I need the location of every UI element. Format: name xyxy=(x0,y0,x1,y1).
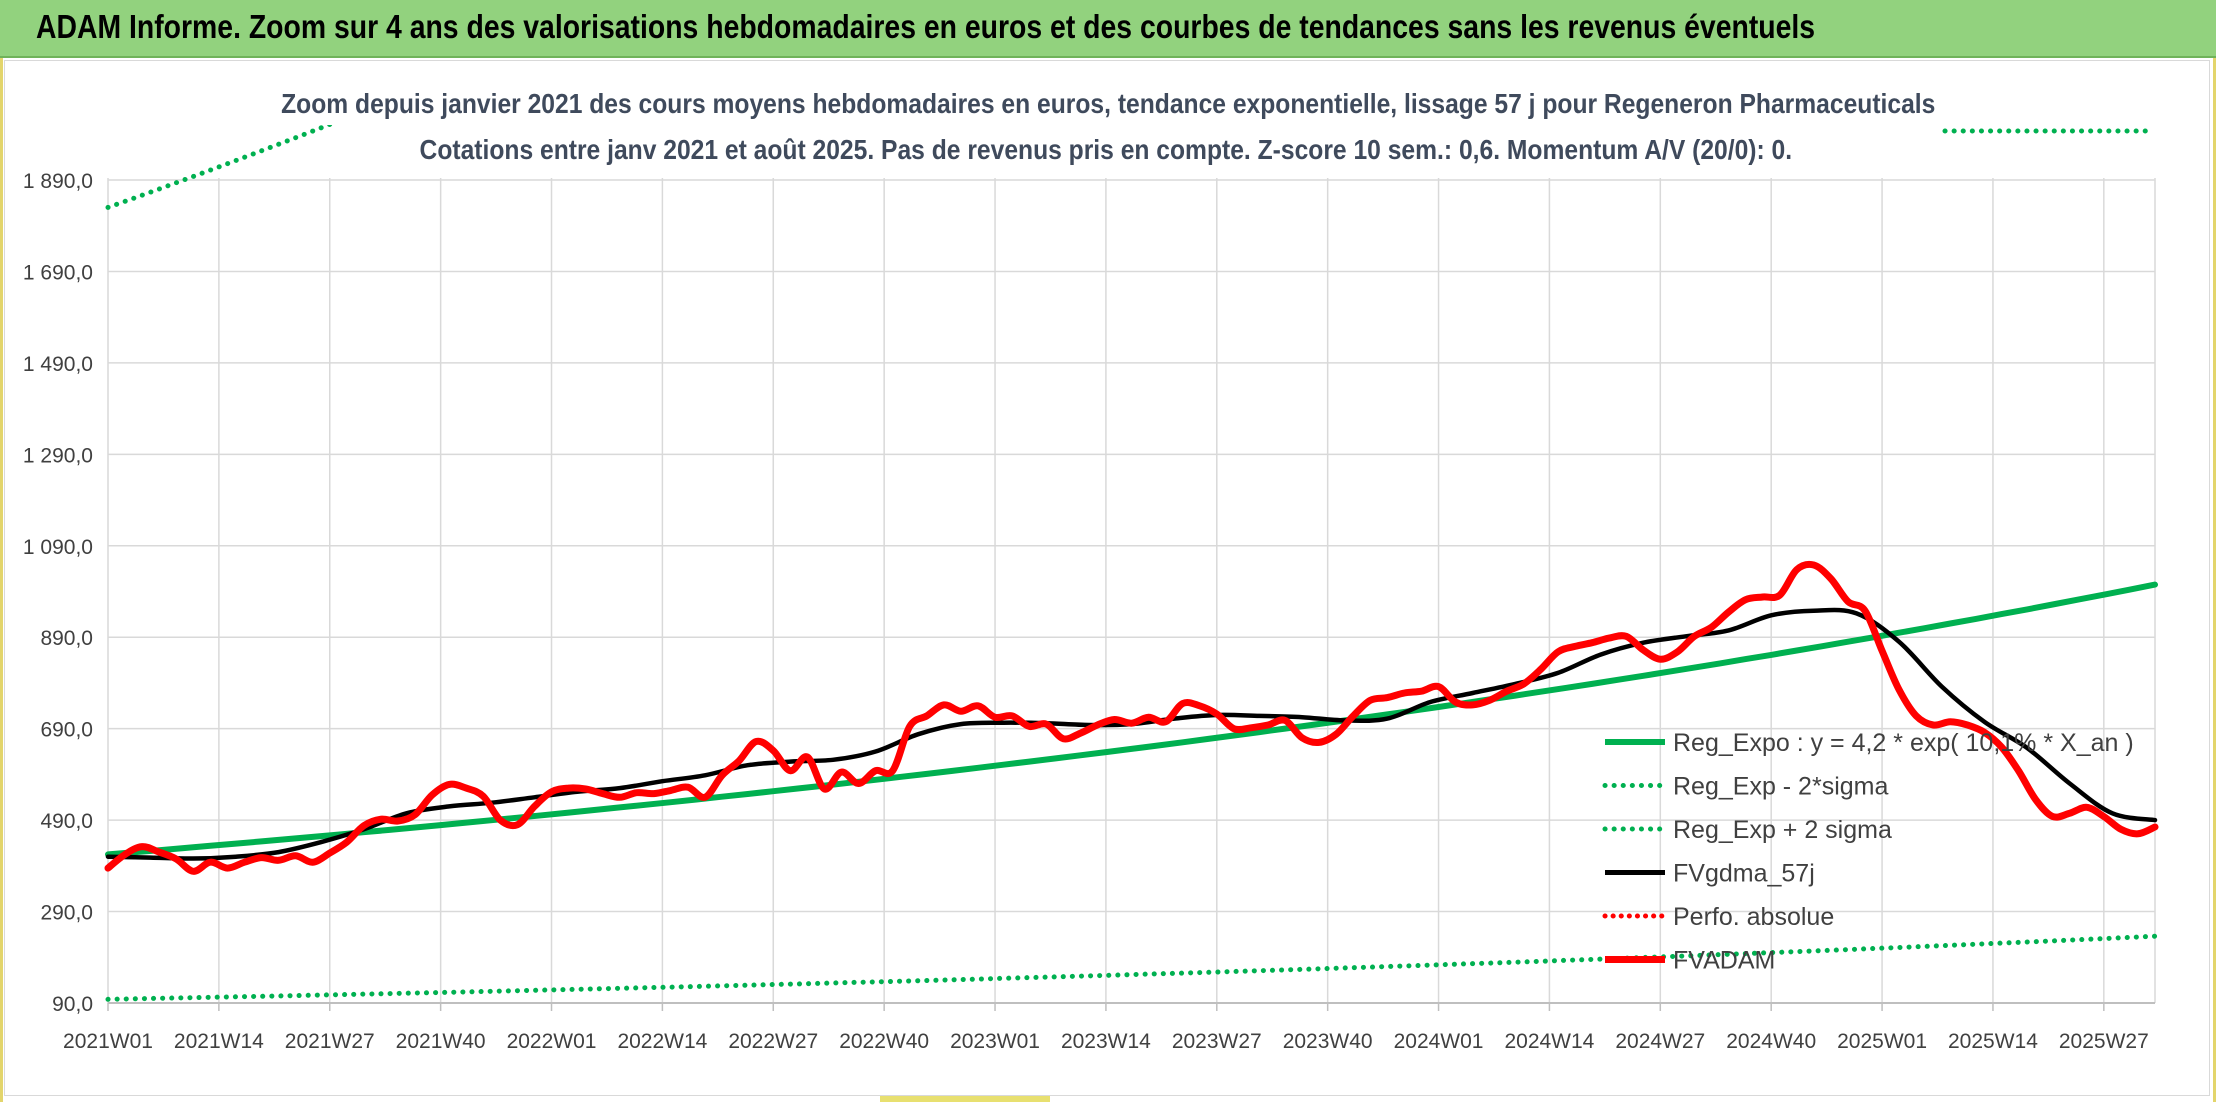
x-tick-label: 2025W14 xyxy=(1948,1030,2038,1053)
x-tick-label: 2023W01 xyxy=(950,1030,1040,1053)
legend-label: Reg_Exp - 2*sigma xyxy=(1673,773,1888,801)
y-tick-label: 90,0 xyxy=(52,993,93,1016)
series-reg-expo xyxy=(105,581,2158,858)
right-accent xyxy=(2213,58,2216,1102)
x-tick-label: 2021W01 xyxy=(63,1030,153,1053)
report-banner: ADAM Informe. Zoom sur 4 ans des valoris… xyxy=(0,0,2216,58)
legend-label: Reg_Exp + 2 sigma xyxy=(1673,816,1892,844)
x-tick-label: 2025W01 xyxy=(1837,1030,1927,1053)
y-tick-label: 1 290,0 xyxy=(23,444,93,467)
legend-label: Reg_Expo : y = 4,2 * exp( 10,1% * X_an ) xyxy=(1673,729,2134,757)
y-tick-label: 690,0 xyxy=(40,719,93,742)
chart-title: Zoom depuis janvier 2021 des cours moyen… xyxy=(281,88,1936,119)
y-tick-label: 1 490,0 xyxy=(23,353,93,376)
x-tick-label: 2021W40 xyxy=(396,1030,486,1053)
x-tick-label: 2023W14 xyxy=(1061,1030,1151,1053)
chart-frame xyxy=(4,60,2210,1096)
legend-label: FVADAM xyxy=(1673,947,1775,975)
x-tick-label: 2021W14 xyxy=(174,1030,264,1053)
x-tick-label: 2024W40 xyxy=(1726,1030,1816,1053)
x-tick-label: 2025W27 xyxy=(2059,1030,2149,1053)
report-title: ADAM Informe. Zoom sur 4 ans des valoris… xyxy=(36,8,1816,45)
y-tick-label: 1 890,0 xyxy=(23,170,93,193)
left-accent xyxy=(0,58,3,1102)
x-axis-ticks: 2021W01 2021W14 2021W27 2021W40 2022W01 2022W… xyxy=(63,1030,2149,1053)
series-fvadam xyxy=(104,560,2159,875)
x-tick-label: 2024W14 xyxy=(1504,1030,1594,1053)
x-tick-label: 2022W01 xyxy=(507,1030,597,1053)
chart-subtitle: Cotations entre janv 2021 et août 2025. … xyxy=(419,134,1793,165)
x-tick-label: 2024W01 xyxy=(1394,1030,1484,1053)
x-tick-label: 2022W27 xyxy=(728,1030,818,1053)
y-axis-ticks: 90,0 290,0 490,0 690,0 890,0 1 090,0 1 290,0 1 … xyxy=(23,170,93,1016)
bottom-accent xyxy=(880,1096,1050,1102)
x-tick-label: 2022W40 xyxy=(839,1030,929,1053)
y-tick-label: 490,0 xyxy=(40,810,93,833)
y-tick-label: 1 690,0 xyxy=(23,261,93,284)
y-tick-label: 890,0 xyxy=(40,627,93,650)
x-tick-label: 2023W27 xyxy=(1172,1030,1262,1053)
y-tick-label: 1 090,0 xyxy=(23,536,93,559)
x-tick-label: 2022W14 xyxy=(617,1030,707,1053)
x-tick-label: 2021W27 xyxy=(285,1030,375,1053)
series-layer xyxy=(104,125,2159,1002)
legend: Reg_Expo : y = 4,2 * exp( 10,1% * X_an )… xyxy=(1602,729,2134,975)
series-reg-minus-2sigma xyxy=(105,933,2158,1002)
legend-label: Perfo. absolue xyxy=(1673,903,1834,931)
y-tick-label: 290,0 xyxy=(40,902,93,925)
x-tick-label: 2024W27 xyxy=(1615,1030,1705,1053)
grid-layer xyxy=(107,178,2156,1011)
legend-label: FVgdma_57j xyxy=(1673,860,1815,888)
x-tick-label: 2023W40 xyxy=(1283,1030,1373,1053)
